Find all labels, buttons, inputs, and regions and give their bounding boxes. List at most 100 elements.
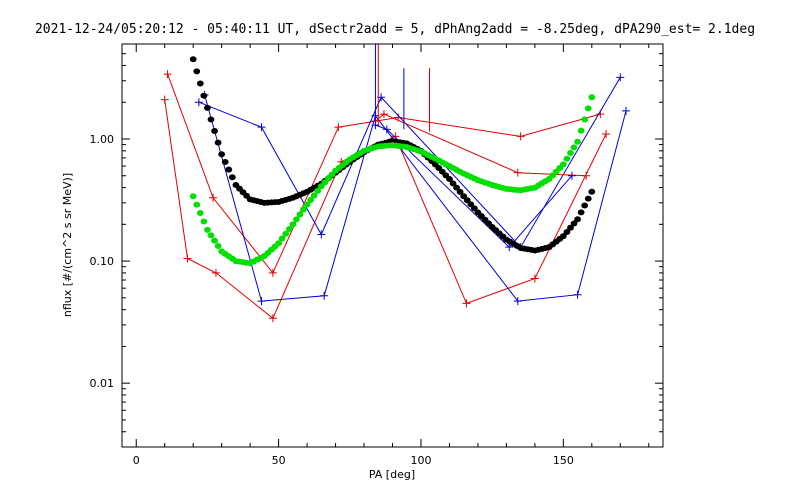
curve-dot	[588, 94, 596, 101]
plus-marker	[513, 168, 522, 177]
curve-dot	[207, 116, 215, 123]
curve-dot	[289, 221, 297, 228]
plus-marker	[257, 123, 266, 132]
series-blue-2	[194, 73, 625, 252]
plus-marker	[530, 274, 539, 283]
curve-dot	[577, 209, 585, 216]
plus-marker	[194, 98, 203, 107]
curve-dot	[211, 128, 218, 135]
plus-marker	[602, 129, 611, 138]
curve-dot	[563, 155, 571, 162]
y-tick-label: 0.01	[90, 377, 115, 390]
series-red-0	[160, 95, 611, 323]
curve-dot	[584, 195, 592, 202]
y-tick-label: 1.00	[90, 133, 115, 146]
curve-dot	[574, 216, 581, 223]
curve-dot	[189, 56, 197, 63]
curve-dot	[449, 180, 457, 187]
plus-marker	[268, 314, 277, 323]
curve-dot	[463, 197, 471, 204]
plus-marker	[183, 254, 192, 263]
plot-area	[160, 44, 630, 323]
curve-dot	[296, 211, 304, 218]
curve-dot	[285, 226, 293, 233]
plus-marker	[334, 123, 343, 132]
curve-dot	[563, 228, 571, 235]
series-line	[198, 77, 621, 249]
curve-dot	[193, 68, 201, 75]
plus-marker	[516, 132, 525, 141]
curve-dot	[581, 202, 589, 209]
curve-dot	[225, 166, 233, 173]
curve-dot	[196, 210, 204, 217]
plus-marker	[209, 193, 218, 202]
x-tick-label: 0	[133, 454, 140, 467]
series-line	[375, 124, 573, 248]
curve-dot	[300, 206, 307, 213]
plus-marker	[616, 73, 625, 82]
curve-dot	[221, 158, 229, 165]
curve-dot	[189, 193, 197, 200]
series-line	[204, 94, 627, 302]
series-blue-5	[371, 121, 576, 252]
plus-marker	[163, 70, 172, 79]
curve-dot	[200, 218, 208, 225]
plus-marker	[582, 171, 591, 180]
series-blue-3	[200, 90, 630, 306]
curve-dot	[446, 176, 453, 183]
curve-dot	[577, 127, 585, 134]
plus-marker	[382, 125, 391, 134]
curve-dot	[200, 92, 208, 99]
curve-dot	[228, 174, 236, 181]
curve-dot	[456, 188, 464, 195]
x-axis-label: PA [deg]	[369, 468, 415, 481]
curve-dot	[214, 243, 222, 250]
plus-marker	[567, 171, 576, 180]
curve-dot	[293, 216, 300, 223]
plus-marker	[621, 106, 630, 115]
curve-dot	[204, 226, 211, 233]
plot-frame	[121, 43, 664, 448]
y-tick-label: 0.10	[90, 255, 115, 268]
curve-dot	[218, 151, 226, 158]
curve-dot	[567, 224, 574, 231]
plus-marker	[379, 110, 388, 119]
x-tick-label: 50	[272, 454, 286, 467]
x-tick-label: 150	[553, 454, 574, 467]
curve-dot	[574, 138, 581, 145]
plus-marker	[573, 290, 582, 299]
plus-marker	[320, 291, 329, 300]
chart-title: 2021-12-24/05:20:12 - 05:40:11 UT, dSect…	[35, 22, 755, 37]
curve-dot	[559, 233, 567, 240]
curve-dot	[204, 104, 211, 111]
series-line	[164, 99, 607, 320]
curve-dot	[581, 116, 589, 123]
curve-dot	[303, 201, 311, 208]
plus-marker	[268, 268, 277, 277]
curve-dot	[570, 144, 578, 151]
series-red-1	[163, 70, 605, 277]
curve-dot	[470, 205, 478, 212]
plus-marker	[160, 95, 169, 104]
curve-dot	[196, 80, 204, 87]
curve-dot	[193, 201, 201, 208]
curve-dot	[570, 220, 578, 227]
curve-dot	[467, 201, 475, 208]
curve-dot	[314, 187, 322, 194]
curve-dot	[214, 139, 222, 146]
y-axis-label: nflux [#/(cm^2 s sr MeV)]	[61, 173, 74, 317]
curve-dot	[588, 188, 596, 195]
curve-dot	[559, 161, 567, 168]
plus-marker	[211, 268, 220, 277]
curve-dot	[460, 193, 468, 200]
curve-dot	[567, 150, 574, 157]
curve-dot	[211, 237, 218, 244]
series-green-7	[189, 94, 596, 267]
curve-dot	[584, 105, 592, 112]
plus-marker	[257, 297, 266, 306]
curve-dot	[275, 240, 283, 247]
curve-dot	[282, 230, 290, 237]
plus-marker	[513, 297, 522, 306]
curve-dot	[207, 232, 215, 239]
